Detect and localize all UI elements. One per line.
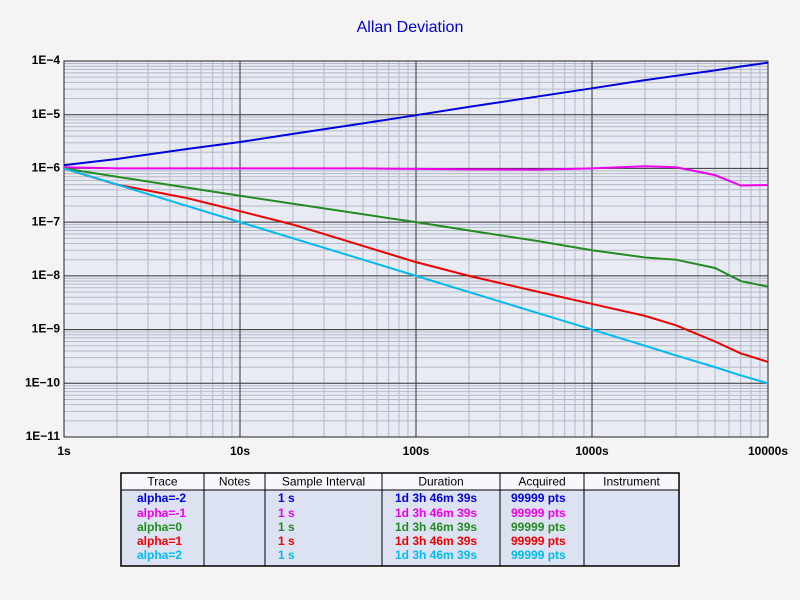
- y-tick-label: 1E−6: [32, 161, 61, 175]
- y-tick-label: 1E−5: [32, 107, 61, 121]
- table-cell: 1d 3h 46m 39s: [395, 491, 477, 505]
- table-cell: 99999 pts: [511, 548, 566, 562]
- y-tick-label: 1E−10: [25, 375, 60, 389]
- table-cell: 99999 pts: [511, 520, 566, 534]
- table-cell: alpha=0: [137, 520, 182, 534]
- y-tick-label: 1E−4: [32, 53, 61, 67]
- table-cell: 1 s: [278, 506, 295, 520]
- table-cell: alpha=-2: [137, 491, 186, 505]
- table-header: Instrument: [603, 475, 660, 489]
- table-cell: alpha=1: [137, 534, 182, 548]
- table-cell: 1d 3h 46m 39s: [395, 506, 477, 520]
- table-cell: 1 s: [278, 491, 295, 505]
- table-cell: 99999 pts: [511, 534, 566, 548]
- y-tick-label: 1E−8: [32, 268, 61, 282]
- table-header: Duration: [418, 475, 463, 489]
- plot-border: [63, 60, 769, 438]
- series-line: [63, 167, 769, 288]
- table-body-bg: [121, 490, 679, 566]
- table-cell: 1d 3h 46m 39s: [395, 534, 477, 548]
- table-cell: 1d 3h 46m 39s: [395, 548, 477, 562]
- x-tick-label: 1s: [57, 444, 71, 458]
- series-line: [63, 165, 769, 187]
- table-border: [120, 472, 680, 567]
- table-cell: 1 s: [278, 548, 295, 562]
- table-cell: 99999 pts: [511, 506, 566, 520]
- table-header: Notes: [219, 475, 250, 489]
- table-cell: alpha=-1: [137, 506, 186, 520]
- series-line: [63, 61, 769, 167]
- table-cell: 1 s: [278, 534, 295, 548]
- table-header: Sample Interval: [282, 475, 365, 489]
- y-tick-label: 1E−9: [32, 322, 61, 336]
- table-header-bg: [121, 473, 679, 490]
- table-cell: 1 s: [278, 520, 295, 534]
- table-header: Acquired: [518, 475, 565, 489]
- x-tick-label: 10000s: [748, 444, 788, 458]
- table-cell: 1d 3h 46m 39s: [395, 520, 477, 534]
- x-tick-label: 10s: [230, 444, 250, 458]
- x-tick-label: 1000s: [575, 444, 609, 458]
- table-cell: 99999 pts: [511, 491, 566, 505]
- x-tick-label: 100s: [403, 444, 430, 458]
- series-line: [63, 167, 769, 363]
- table-cell: alpha=2: [137, 548, 182, 562]
- y-tick-label: 1E−11: [26, 429, 61, 443]
- table-header: Trace: [147, 475, 178, 489]
- y-tick-label: 1E−7: [32, 214, 61, 228]
- series-line: [63, 167, 769, 385]
- chart-title: Allan Deviation: [357, 19, 464, 36]
